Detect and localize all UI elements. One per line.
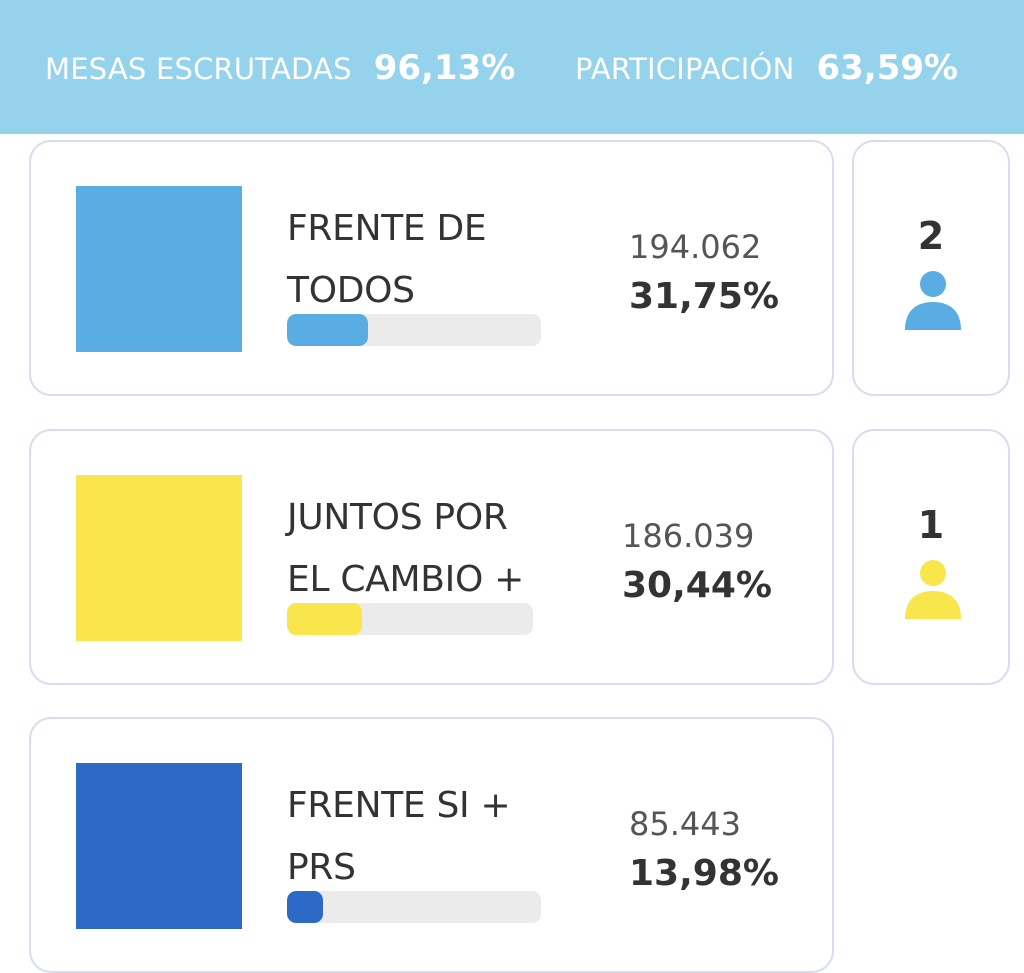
party-name-line: FRENTE SI + — [287, 785, 511, 826]
vote-share-bar-fill — [287, 314, 368, 346]
mesas-escrutadas-stat: MESAS ESCRUTADAS 96,13% — [45, 48, 515, 94]
vote-share-bar — [287, 891, 541, 923]
vote-percent: 31,75% — [629, 276, 779, 317]
party-name: FRENTE SI + PRS — [287, 775, 557, 899]
participacion-stat: PARTICIPACIÓN 63,59% — [575, 48, 958, 94]
mesas-escrutadas-label: MESAS ESCRUTADAS — [45, 52, 352, 86]
vote-percent: 30,44% — [622, 565, 772, 606]
party-color-swatch — [76, 763, 242, 929]
party-name-line: TODOS — [287, 270, 415, 311]
seat-count: 2 — [917, 214, 945, 258]
vote-percent: 13,98% — [629, 853, 779, 894]
party-color-swatch — [76, 186, 242, 352]
party-card-frente-de-todos[interactable]: FRENTE DE TODOS 194.062 31,75% — [29, 140, 834, 396]
party-name: FRENTE DE TODOS — [287, 198, 557, 322]
vote-share-bar-fill — [287, 891, 323, 923]
party-color-swatch — [76, 475, 242, 641]
party-name-line: PRS — [287, 847, 356, 888]
party-name-line: FRENTE DE — [287, 208, 487, 249]
party-card-frente-si-prs[interactable]: FRENTE SI + PRS 85.443 13,98% — [29, 717, 834, 973]
party-name-line: JUNTOS POR — [287, 497, 508, 538]
seat-count: 1 — [917, 503, 945, 547]
vote-share-bar-fill — [287, 603, 362, 635]
seats-card-juntos-por-el-cambio: 1 — [852, 429, 1010, 685]
vote-count: 85.443 — [629, 805, 741, 843]
party-name: JUNTOS POR EL CAMBIO + — [287, 487, 557, 611]
person-icon — [905, 560, 961, 619]
vote-count: 194.062 — [629, 228, 762, 266]
vote-share-bar — [287, 603, 533, 635]
party-name-line: EL CAMBIO + — [287, 559, 525, 600]
seats-card-frente-de-todos: 2 — [852, 140, 1010, 396]
summary-header: MESAS ESCRUTADAS 96,13% PARTICIPACIÓN 63… — [0, 0, 1024, 134]
person-icon — [905, 271, 961, 330]
participacion-label: PARTICIPACIÓN — [575, 52, 795, 86]
mesas-escrutadas-value: 96,13% — [373, 48, 516, 88]
participacion-value: 63,59% — [816, 48, 959, 88]
party-card-juntos-por-el-cambio[interactable]: JUNTOS POR EL CAMBIO + 186.039 30,44% — [29, 429, 834, 685]
vote-share-bar — [287, 314, 541, 346]
vote-count: 186.039 — [622, 517, 755, 555]
